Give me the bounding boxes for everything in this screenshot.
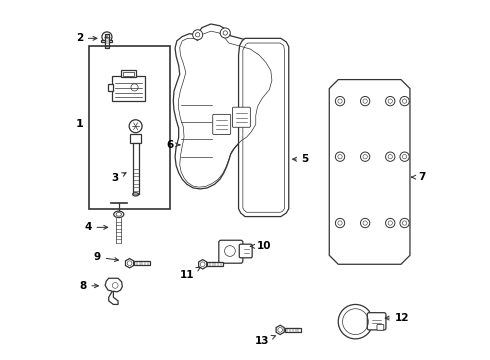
Circle shape (193, 30, 203, 40)
Circle shape (102, 32, 112, 42)
Bar (89, 45, 170, 209)
Bar (285, 328, 301, 332)
Bar (121, 70, 136, 77)
Circle shape (386, 219, 395, 228)
FancyBboxPatch shape (112, 76, 145, 101)
Ellipse shape (114, 211, 124, 217)
Polygon shape (105, 278, 122, 305)
Ellipse shape (133, 193, 139, 196)
Bar (130, 134, 141, 143)
Text: 8: 8 (79, 281, 98, 291)
FancyBboxPatch shape (232, 107, 250, 127)
FancyBboxPatch shape (368, 313, 386, 330)
Ellipse shape (116, 212, 122, 216)
Text: 12: 12 (385, 313, 410, 323)
Circle shape (386, 152, 395, 161)
Text: 6: 6 (167, 140, 180, 150)
Text: 10: 10 (250, 241, 271, 251)
Circle shape (400, 96, 409, 106)
Circle shape (386, 96, 395, 106)
Circle shape (361, 96, 370, 106)
Bar (207, 262, 223, 266)
Circle shape (400, 152, 409, 161)
Text: 3: 3 (112, 173, 126, 183)
Bar (105, 35, 109, 49)
Bar (101, 40, 113, 42)
Text: 11: 11 (179, 267, 200, 280)
FancyBboxPatch shape (377, 324, 384, 330)
FancyBboxPatch shape (213, 114, 231, 134)
FancyBboxPatch shape (219, 240, 243, 263)
Text: 7: 7 (412, 172, 425, 182)
Polygon shape (239, 39, 289, 217)
Circle shape (361, 152, 370, 161)
Text: 5: 5 (293, 154, 309, 164)
Circle shape (335, 152, 344, 161)
Circle shape (400, 219, 409, 228)
Polygon shape (276, 325, 284, 334)
Polygon shape (329, 80, 410, 264)
Text: 2: 2 (75, 33, 97, 43)
Circle shape (338, 305, 373, 339)
Text: 9: 9 (94, 252, 119, 262)
FancyBboxPatch shape (239, 244, 252, 258)
Circle shape (220, 28, 230, 38)
Circle shape (129, 120, 142, 133)
Circle shape (335, 219, 344, 228)
Polygon shape (173, 24, 279, 189)
Text: 4: 4 (84, 222, 108, 232)
Polygon shape (198, 260, 207, 269)
Polygon shape (125, 258, 134, 268)
Circle shape (335, 96, 344, 106)
Circle shape (361, 219, 370, 228)
Text: 13: 13 (255, 336, 275, 346)
Bar (133, 143, 139, 194)
Text: 1: 1 (75, 120, 83, 129)
Bar (122, 72, 134, 76)
Bar (134, 261, 150, 265)
Bar (108, 84, 113, 91)
